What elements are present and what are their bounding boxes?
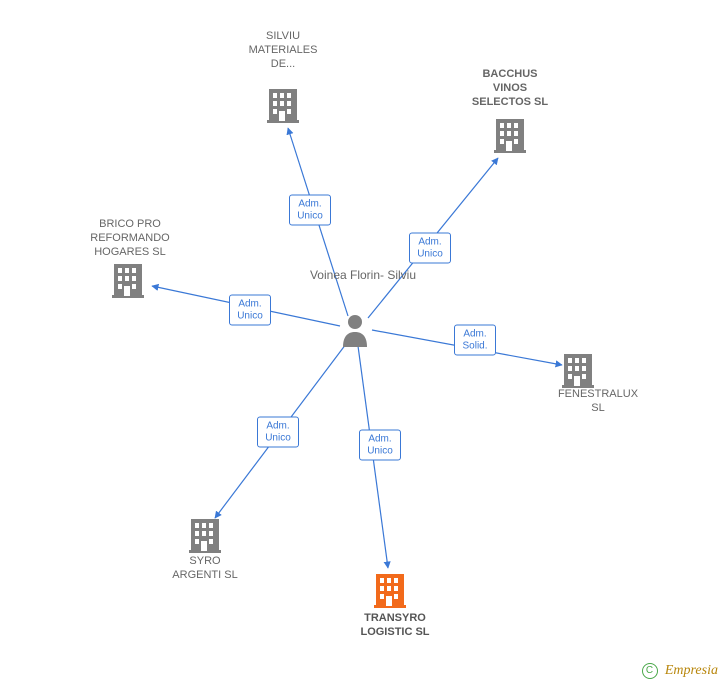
company-node-brico	[111, 262, 145, 298]
center-person-icon	[340, 313, 370, 347]
company-label-silviu: SILVIU MATERIALES DE...	[249, 30, 318, 71]
edge-label-fenestralux: Adm. Solid.	[454, 325, 496, 356]
edge-label-bacchus: Adm. Unico	[409, 233, 451, 264]
edge-label-brico: Adm. Unico	[229, 295, 271, 326]
company-node-bacchus	[493, 117, 527, 153]
edge-label-silviu: Adm. Unico	[289, 195, 331, 226]
company-node-transyro	[373, 572, 407, 608]
company-node-fenestralux	[561, 352, 595, 388]
brand-label: Empresia	[665, 663, 718, 678]
copyright-icon: C	[642, 663, 658, 679]
company-label-syro: SYRO ARGENTI SL	[172, 555, 237, 583]
company-node-silviu	[266, 87, 300, 123]
company-label-bacchus: BACCHUS VINOS SELECTOS SL	[472, 68, 548, 109]
company-label-fenestralux: FENESTRALUX SL	[558, 388, 638, 416]
company-label-transyro: TRANSYRO LOGISTIC SL	[360, 612, 429, 640]
edge-label-syro: Adm. Unico	[257, 417, 299, 448]
edge-label-transyro: Adm. Unico	[359, 430, 401, 461]
company-label-brico: BRICO PRO REFORMANDO HOGARES SL	[90, 218, 169, 259]
center-person-label: Voinea Florin- Silviu	[310, 268, 416, 282]
footer: C Empresia	[642, 663, 719, 679]
company-node-syro	[188, 517, 222, 553]
